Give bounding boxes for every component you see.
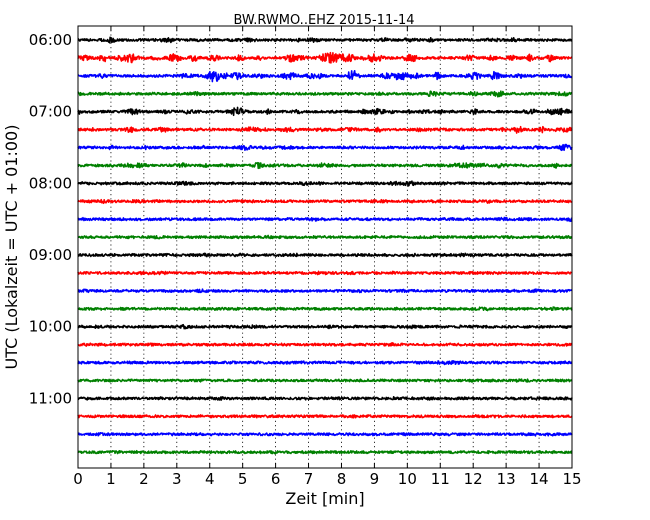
trace-line <box>77 395 573 401</box>
x-tick-label: 11 <box>431 470 450 488</box>
x-tick-label: 1 <box>106 470 116 488</box>
trace-line <box>77 234 573 240</box>
trace-line <box>77 323 573 330</box>
trace-line <box>77 143 573 152</box>
y-axis-ticks: 06:00 07:00 08:00 09:00 10:00 11:00 <box>29 31 572 407</box>
x-tick-label: 13 <box>497 470 516 488</box>
y-tick-label: 08:00 <box>29 174 72 192</box>
x-tick-label: 14 <box>530 470 549 488</box>
trace-line <box>77 378 573 383</box>
trace-line <box>77 306 573 312</box>
trace-line <box>77 342 573 347</box>
trace-line <box>77 125 573 134</box>
x-tick-label: 2 <box>139 470 149 488</box>
x-tick-label: 8 <box>337 470 347 488</box>
trace-line <box>77 270 573 276</box>
trace-line <box>77 36 573 44</box>
y-axis-label: UTC (Lokalzeit = UTC + 01:00) <box>2 125 21 370</box>
x-tick-label: 4 <box>205 470 215 488</box>
trace-line <box>77 69 573 83</box>
trace-line <box>77 449 573 455</box>
x-tick-label: 10 <box>398 470 417 488</box>
chart-title: BW.RWMO..EHZ 2015-11-14 <box>233 13 414 28</box>
y-tick-label: 11:00 <box>29 389 72 407</box>
x-axis-ticks: 0 1 2 3 4 5 6 7 8 9 10 11 12 13 14 15 <box>73 26 582 488</box>
trace-line <box>77 288 573 294</box>
y-tick-label: 07:00 <box>29 103 72 121</box>
trace-group <box>77 36 573 455</box>
x-tick-label: 5 <box>238 470 248 488</box>
plot-frame <box>77 25 573 469</box>
trace-line <box>77 198 573 205</box>
x-tick-label: 0 <box>73 470 83 488</box>
trace-line <box>77 216 573 223</box>
trace-line <box>77 431 573 437</box>
y-tick-label: 06:00 <box>29 31 72 49</box>
trace-line <box>77 414 573 419</box>
trace-line <box>77 161 573 170</box>
x-tick-label: 15 <box>562 470 581 488</box>
trace-line <box>77 106 573 117</box>
trace-line <box>77 180 573 187</box>
x-tick-label: 9 <box>370 470 380 488</box>
trace-line <box>77 51 573 64</box>
x-tick-label: 12 <box>464 470 483 488</box>
trace-line <box>77 90 573 98</box>
y-tick-label: 10:00 <box>29 318 72 336</box>
x-axis-label: Zeit [min] <box>285 489 364 508</box>
x-tick-label: 7 <box>304 470 314 488</box>
x-tick-label: 3 <box>172 470 182 488</box>
x-tick-label: 6 <box>271 470 281 488</box>
y-tick-label: 09:00 <box>29 246 72 264</box>
trace-line <box>77 252 573 258</box>
trace-line <box>77 360 573 366</box>
